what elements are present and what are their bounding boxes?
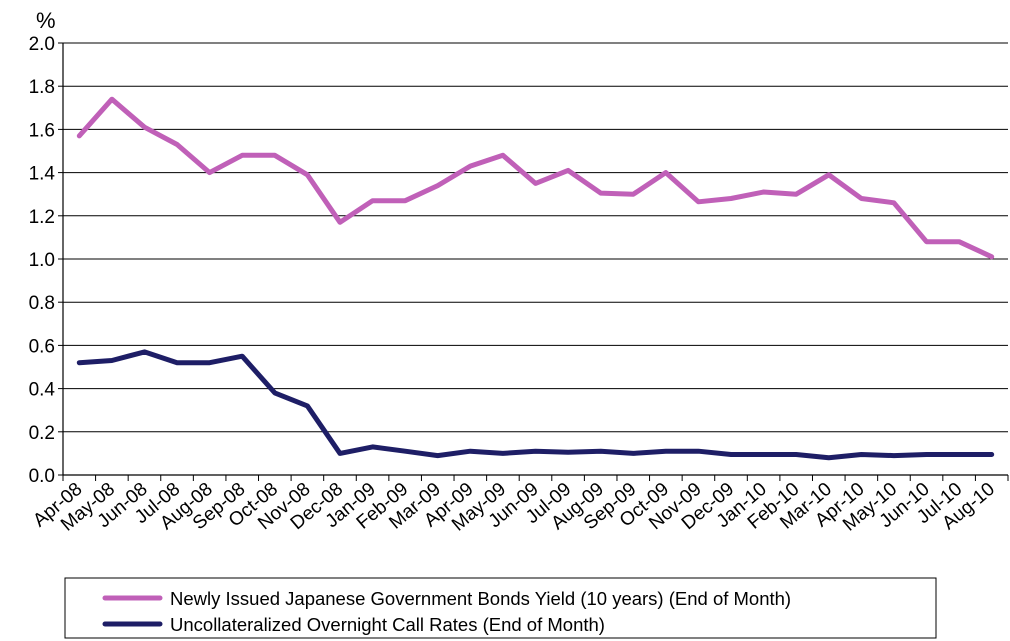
axes: [58, 42, 1009, 481]
gridlines: [63, 42, 1008, 433]
legend-box: [64, 577, 937, 639]
x-tick-labels: Apr-08May-08Jun-08Jul-08Aug-08Sep-08Oct-…: [29, 479, 999, 536]
legend-label-jgb-yield: Newly Issued Japanese Government Bonds Y…: [170, 588, 791, 609]
y-tick-label: 2.0: [29, 34, 55, 55]
y-tick-label: 0.8: [29, 293, 55, 314]
y-tick-label: 0.6: [29, 336, 55, 357]
y-unit-label: %: [36, 8, 56, 33]
y-tick-labels: 0.0 0.2 0.4 0.6 0.8 1.0 1.2 1.4 1.6 1.8 2.0: [29, 34, 56, 487]
y-tick-label: 1.0: [29, 250, 55, 271]
series-line-1: [76, 349, 995, 461]
y-tick-label: 0.2: [29, 423, 55, 444]
series-line-0: [76, 96, 995, 260]
series-lines: [76, 96, 995, 461]
y-tick-label: 1.8: [29, 77, 55, 98]
legend-label-call-rate: Uncollateralized Overnight Call Rates (E…: [170, 614, 605, 635]
legend: Newly Issued Japanese Government Bonds Y…: [64, 577, 937, 639]
y-tick-label: 1.2: [29, 207, 55, 228]
y-tick-label: 1.4: [29, 164, 56, 185]
y-tick-label: 0.4: [29, 380, 56, 401]
y-tick-label: 0.0: [29, 466, 55, 487]
y-tick-label: 1.6: [29, 120, 55, 141]
